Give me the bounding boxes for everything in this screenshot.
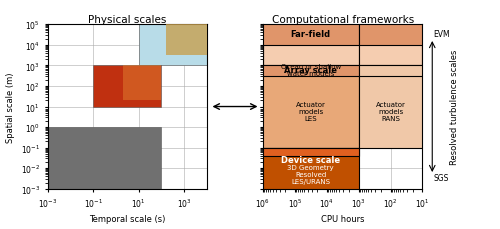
Text: EVM: EVM xyxy=(434,30,450,39)
Text: Actuator
models
RANS: Actuator models RANS xyxy=(376,101,406,121)
Bar xyxy=(358,25,422,46)
Bar xyxy=(93,66,162,107)
Text: Ocean or shallow
water models: Ocean or shallow water models xyxy=(280,64,341,77)
Bar xyxy=(358,25,422,107)
Text: SGS: SGS xyxy=(434,173,449,182)
Bar xyxy=(263,148,358,156)
Text: Device scale: Device scale xyxy=(281,156,340,165)
Title: Physical scales: Physical scales xyxy=(88,14,166,25)
Text: Resolved turbulence scales: Resolved turbulence scales xyxy=(450,50,460,164)
Text: Array scale: Array scale xyxy=(284,66,338,75)
Text: 3D Geometry
Resolved
LES/URANS: 3D Geometry Resolved LES/URANS xyxy=(288,165,334,185)
X-axis label: CPU hours: CPU hours xyxy=(321,214,364,223)
Text: Actuator
models
LES: Actuator models LES xyxy=(296,101,326,121)
Bar xyxy=(263,66,358,148)
Bar xyxy=(48,128,162,189)
Bar xyxy=(122,66,162,101)
Bar xyxy=(358,66,422,76)
Bar xyxy=(263,148,358,189)
Y-axis label: Spatial scale (m): Spatial scale (m) xyxy=(6,72,15,142)
Title: Computational frameworks: Computational frameworks xyxy=(272,14,414,25)
X-axis label: Temporal scale (s): Temporal scale (s) xyxy=(89,214,166,223)
Text: Far-field: Far-field xyxy=(290,30,331,39)
Bar xyxy=(263,66,358,76)
Bar xyxy=(358,66,422,148)
